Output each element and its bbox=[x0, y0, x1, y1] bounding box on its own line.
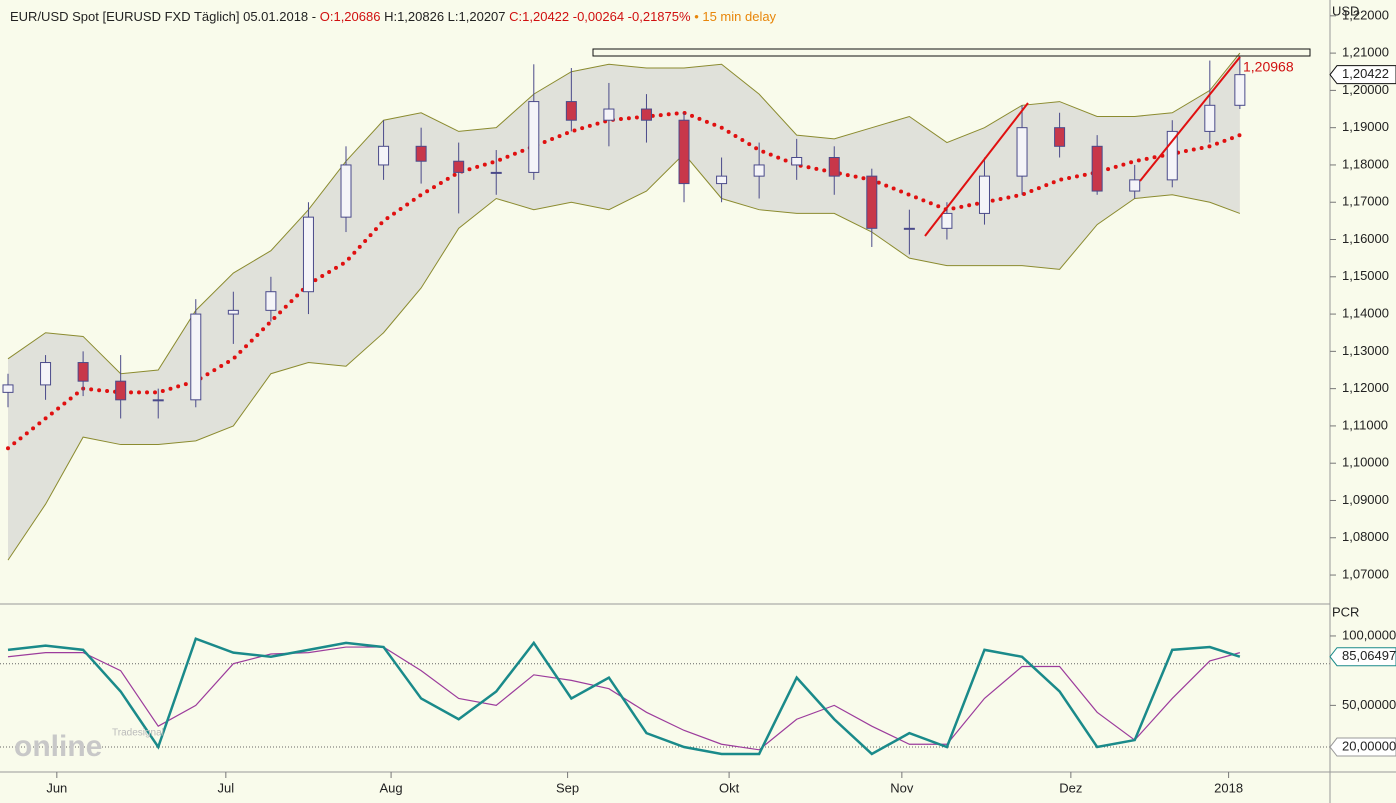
y-tick-label: 1,08000 bbox=[1342, 529, 1389, 544]
band-lower bbox=[7, 153, 1241, 561]
oscillator-line bbox=[7, 637, 1241, 756]
candle-body bbox=[1054, 127, 1066, 147]
y-tick-label: 100,00000 bbox=[1342, 627, 1396, 642]
x-tick-label: Jun bbox=[46, 780, 67, 795]
y-tick-label: 50,00000 bbox=[1342, 697, 1396, 712]
candle-body bbox=[528, 101, 540, 173]
y-tick-label: 1,21000 bbox=[1342, 45, 1389, 60]
last-price-label: 1,20422 bbox=[1342, 66, 1389, 81]
watermark: online bbox=[14, 730, 102, 763]
header-title: EUR/USD Spot [EURUSD FXD Täglich] 05.01.… bbox=[10, 9, 316, 24]
band-fill bbox=[8, 53, 1240, 561]
candle-body bbox=[791, 156, 803, 166]
y-tick-label: 1,12000 bbox=[1342, 380, 1389, 395]
y-tick-label: 1,17000 bbox=[1342, 194, 1389, 209]
plot bbox=[0, 52, 1330, 756]
trend-line bbox=[924, 102, 1029, 237]
candle-body bbox=[678, 119, 690, 185]
y-axis-label: PCR bbox=[1332, 604, 1359, 619]
y-tick-label: 1,14000 bbox=[1342, 306, 1389, 321]
oscillator-line bbox=[7, 646, 1241, 751]
y-tick-label: 1,10000 bbox=[1342, 455, 1389, 470]
candle-body bbox=[115, 380, 127, 401]
candle-body bbox=[2, 384, 14, 393]
candle-body bbox=[378, 145, 390, 166]
x-tick-label: Aug bbox=[380, 780, 403, 795]
header: EUR/USD Spot [EURUSD FXD Täglich] 05.01.… bbox=[10, 9, 777, 24]
candle-body bbox=[152, 399, 164, 402]
x-tick-label: Jul bbox=[218, 780, 235, 795]
candle-body bbox=[1234, 74, 1246, 106]
y-axis-label: USD bbox=[1332, 3, 1359, 18]
x-tick-label: 2018 bbox=[1214, 780, 1243, 795]
candle-body bbox=[978, 175, 990, 214]
y-tick-label: 1,19000 bbox=[1342, 119, 1389, 134]
candle-body bbox=[1129, 179, 1141, 192]
candle-body bbox=[227, 309, 239, 315]
header-hl: H:1,20826 L:1,20207 bbox=[384, 9, 505, 24]
trend-line bbox=[1139, 56, 1241, 182]
header-open: O:1,20686 bbox=[320, 9, 381, 24]
y-tick-label: 1,20000 bbox=[1342, 82, 1389, 97]
candle-body bbox=[828, 156, 840, 177]
candle-body bbox=[866, 175, 878, 229]
header-close: C:1,20422 -0,00264 -0,21875% bbox=[509, 9, 691, 24]
x-tick-label: Dez bbox=[1059, 780, 1082, 795]
y-tick-label: 1,22000 bbox=[1342, 7, 1389, 22]
candle-body bbox=[340, 164, 352, 218]
delay-note: • 15 min delay bbox=[694, 9, 776, 24]
level-box bbox=[1329, 737, 1396, 757]
resistance-box bbox=[592, 48, 1311, 57]
last-value-box bbox=[1329, 647, 1396, 667]
candle-body bbox=[490, 171, 502, 174]
middle-line bbox=[6, 110, 1242, 451]
x-tick-label: Nov bbox=[890, 780, 914, 795]
candle-body bbox=[1091, 145, 1103, 192]
x-tick-label: Okt bbox=[719, 780, 740, 795]
y-tick-label: 1,18000 bbox=[1342, 156, 1389, 171]
candle-body bbox=[753, 164, 765, 177]
y-tick-label: 1,16000 bbox=[1342, 231, 1389, 246]
y-tick-label: 1,11000 bbox=[1342, 417, 1388, 432]
y-tick-label: 1,13000 bbox=[1342, 343, 1389, 358]
y-tick-label: 1,09000 bbox=[1342, 492, 1389, 507]
last-value-label: 85,06497 bbox=[1342, 648, 1396, 663]
trend-annotation: 1,20968 bbox=[1243, 59, 1294, 75]
candle-body bbox=[1166, 130, 1178, 181]
candle-body bbox=[453, 160, 465, 173]
candle-body bbox=[941, 212, 953, 229]
x-tick-label: Sep bbox=[556, 780, 579, 795]
band-upper bbox=[7, 52, 1241, 375]
last-price-box bbox=[1329, 65, 1396, 85]
candle-body bbox=[302, 216, 314, 293]
y-tick-label: 1,07000 bbox=[1342, 566, 1389, 581]
candle-body bbox=[1204, 104, 1216, 132]
candle-body bbox=[40, 362, 52, 386]
candle-body bbox=[1016, 127, 1028, 177]
candle-body bbox=[190, 313, 202, 401]
candle-body bbox=[265, 291, 277, 311]
level-label: 20,00000 bbox=[1342, 738, 1396, 753]
candle-body bbox=[565, 101, 577, 121]
candle-body bbox=[640, 108, 652, 121]
candle-body bbox=[77, 362, 89, 382]
watermark: Tradesignal bbox=[112, 728, 164, 739]
y-tick-label: 1,15000 bbox=[1342, 268, 1389, 283]
candle-body bbox=[415, 145, 427, 162]
candle-body bbox=[603, 108, 615, 121]
candle-body bbox=[716, 175, 728, 185]
candle-body bbox=[903, 227, 915, 230]
